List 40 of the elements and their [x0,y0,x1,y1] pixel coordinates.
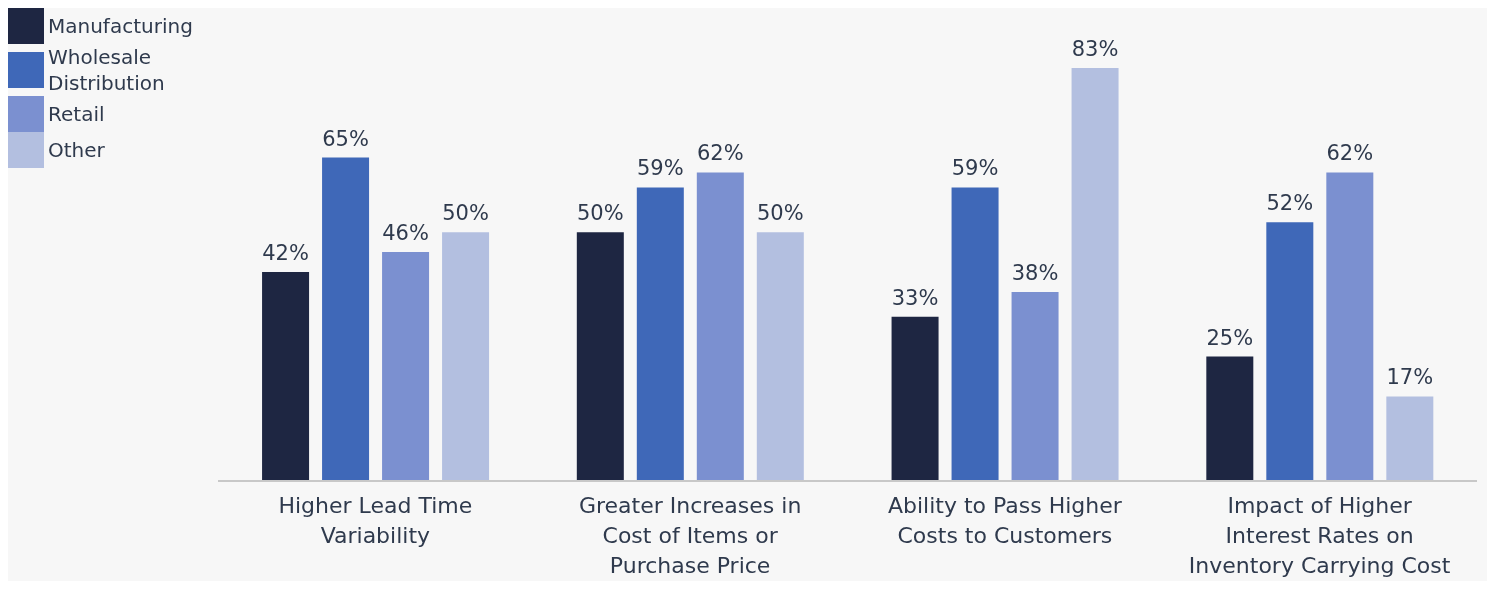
x-tick-label: Impact of Higher Interest Rates on Inventory Carrying Cost [1188,493,1451,578]
data-label: 25% [1206,325,1254,350]
data-label: 42% [262,241,309,266]
data-label: 17% [1386,365,1434,390]
bar [1386,396,1434,481]
bar [636,187,684,481]
x-tick-label: Greater Increases in Cost of Items or Purchase Price [578,493,802,578]
bar [756,232,804,481]
bar [382,252,430,481]
data-label: 59% [636,156,684,181]
bar [1011,291,1059,481]
bar [1206,356,1254,481]
legend-label: Retail [48,101,106,127]
data-label: 38% [1011,260,1059,285]
data-label: 52% [1266,191,1314,216]
legend-label: Manufacturing [48,13,194,39]
data-label: 62% [1326,141,1374,166]
bar [1326,172,1374,481]
data-label: 33% [891,285,939,310]
x-tick-label: Ability to Pass Higher Costs to Customers [887,493,1123,548]
data-label: 46% [382,221,429,246]
data-label: 62% [696,141,744,166]
data-label: 50% [442,201,489,226]
x-tick-label: Higher Lead Time Variability [278,493,473,548]
data-label: 50% [576,201,624,226]
bar [1266,222,1314,481]
bar [262,272,310,481]
data-label: 83% [1071,37,1119,61]
bar [696,172,744,481]
legend-label: Wholesale Distribution [48,44,166,96]
data-label: 59% [951,156,999,181]
bar [891,316,939,481]
legend-label: Other [48,137,106,163]
bar [322,157,370,481]
data-label: 65% [322,126,369,151]
bar [951,187,999,481]
bar [1071,68,1119,481]
data-label: 50% [756,201,804,226]
bar [576,232,624,481]
bar [442,232,490,481]
